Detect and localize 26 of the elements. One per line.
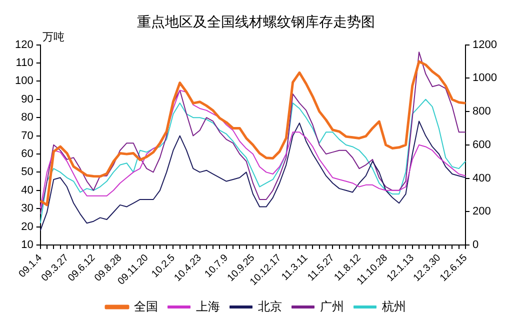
y-tick-label: 20 — [21, 220, 34, 233]
chart-title: 重点地区及全国线材螺纹钢库存走势图 — [137, 13, 375, 30]
y2-tick-label: 1200 — [472, 38, 498, 51]
y2-tick-label: 0 — [472, 239, 479, 252]
y-tick-label: 10 — [21, 239, 34, 252]
legend-label: 北京 — [258, 299, 282, 314]
y-tick-label: 120 — [14, 38, 34, 51]
y-tick-label: 90 — [21, 93, 34, 106]
y2-tick-label: 800 — [472, 106, 491, 118]
y-axis-title: 万吨 — [42, 30, 64, 44]
y-tick-label: 80 — [21, 112, 34, 124]
legend-label: 杭州 — [381, 299, 406, 314]
y2-tick-label: 400 — [472, 172, 491, 184]
y-tick-label: 100 — [14, 75, 34, 88]
y-tick-label: 50 — [21, 166, 34, 178]
legend-label: 上海 — [196, 299, 220, 314]
legend-label: 全国 — [134, 299, 158, 314]
y-tick-label: 40 — [21, 184, 34, 196]
y-tick-label: 110 — [16, 57, 34, 70]
y2-tick-label: 1000 — [472, 72, 498, 84]
y-tick-label: 60 — [21, 148, 34, 160]
y2-tick-label: 600 — [472, 138, 491, 151]
legend-label: 广州 — [320, 299, 344, 314]
y2-tick-label: 200 — [472, 206, 491, 218]
y-tick-label: 30 — [21, 202, 34, 215]
y-tick-label: 70 — [21, 130, 34, 142]
